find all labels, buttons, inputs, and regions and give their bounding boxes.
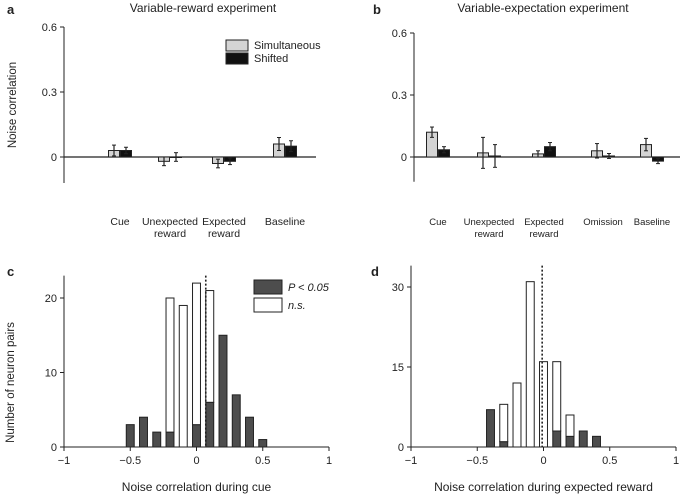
panel-c-bar-significant [258, 439, 268, 448]
legend-swatch-shifted [225, 52, 249, 65]
panel-d-bar-ns [552, 361, 562, 432]
panel-a-category-label: Expected [202, 216, 246, 228]
legend-swatch-ns [253, 297, 283, 313]
panel-a-category-label: Baseline [265, 216, 305, 228]
panel-letter-d: d [371, 264, 379, 279]
panel-d-bar-significant [565, 435, 575, 448]
panel-a-category-label: Cue [110, 216, 129, 228]
panel-d-bar-significant [592, 435, 601, 448]
panel-c-x-tick-label: 0 [193, 455, 199, 467]
panel-d-x-tick-label: −1 [405, 455, 418, 467]
panel-d-y-tick-label: 30 [392, 282, 404, 294]
legend-swatch-simultaneous [225, 39, 249, 52]
panel-d-x-tick-label: 0.5 [602, 455, 617, 467]
panel-b-y-tick-label: 0.6 [392, 28, 407, 40]
panel-c-y-label: Number of neuron pairs [5, 322, 17, 443]
panel-a-title: Variable-reward experiment [130, 1, 277, 15]
panel-a-y-tick-label: 0.3 [42, 87, 57, 99]
legend-label-significant: P < 0.05 [288, 282, 330, 294]
panel-b-category-label: Baseline [634, 217, 670, 228]
panel-d-y-tick-label: 15 [392, 362, 404, 374]
panel-d-bar-ns [512, 382, 522, 448]
panel-a-category-label: reward [154, 228, 186, 240]
panel-c-x-tick-label: 1 [326, 455, 332, 467]
panel-d-bar-ns [565, 414, 575, 437]
panel-d-bar-significant [499, 441, 509, 448]
panel-c-x-label: Noise correlation during cue [122, 480, 272, 494]
panel-c-bar-significant [205, 401, 215, 448]
panel-c-bar-significant [125, 424, 135, 448]
panel-c-y-tick-label: 20 [45, 293, 57, 305]
panel-c-bar-ns [205, 290, 215, 403]
panel-c-bar-significant [218, 334, 228, 448]
panel-c-x-tick-label: −0.5 [119, 455, 141, 467]
legend-label-shifted: Shifted [254, 53, 288, 65]
panel-c-bar-ns [192, 282, 201, 426]
panel-a-category-label: Unexpected [142, 216, 198, 228]
panel-d-bar-significant [552, 430, 562, 448]
legend-label-ns: n.s. [288, 300, 306, 312]
panel-d-bar-significant [486, 409, 495, 448]
panel-a-y-tick-label: 0 [51, 152, 57, 164]
panel-b-category-label: reward [529, 229, 558, 240]
panel-a-category-label: reward [208, 228, 240, 240]
panel-c-bar-significant [139, 416, 148, 448]
panel-d-x-tick-label: 0 [540, 455, 546, 467]
panel-c-y-tick-label: 10 [45, 368, 57, 380]
panel-c-bar-ns [178, 304, 188, 448]
panel-c-bar-ns [165, 297, 175, 433]
panel-c-bar-significant [165, 431, 175, 448]
legend-swatch-significant [253, 279, 283, 295]
panel-b-category-label: Unexpected [464, 217, 515, 228]
panel-c-bar-significant [152, 431, 162, 448]
panel-d-bar-ns [525, 281, 535, 448]
panel-b-category-label: Expected [524, 217, 564, 228]
panel-c-bar-significant [231, 394, 241, 448]
panel-letter-a: a [7, 2, 15, 17]
panel-d-x-tick-label: −0.5 [466, 455, 488, 467]
panel-b-category-label: reward [474, 229, 503, 240]
panel-letter-c: c [7, 264, 14, 279]
panel-b-title: Variable-expectation experiment [457, 1, 629, 15]
panel-d-bar-ns [539, 361, 548, 448]
panel-b-category-label: Cue [429, 217, 446, 228]
panel-d-x-tick-label: 1 [673, 455, 679, 467]
panel-c-bar-significant [192, 424, 201, 448]
panel-c-x-tick-label: −1 [58, 455, 71, 467]
panel-c-y-tick-label: 0 [51, 442, 57, 454]
panel-d-x-label: Noise correlation during expected reward [434, 480, 653, 494]
panel-a-y-tick-label: 0.6 [42, 22, 57, 34]
panel-a-y-label: Noise correlation [7, 62, 19, 148]
panel-b-category-label: Omission [583, 217, 623, 228]
legend-label-simultaneous: Simultaneous [254, 40, 321, 52]
panel-b-y-tick-label: 0.3 [392, 90, 407, 102]
panel-letter-b: b [373, 2, 381, 17]
panel-d-bar-ns [499, 403, 509, 443]
panel-b-y-tick-label: 0 [401, 152, 407, 164]
panel-d-y-tick-label: 0 [398, 442, 404, 454]
panel-c-bar-significant [245, 416, 254, 448]
panel-c-x-tick-label: 0.5 [255, 455, 270, 467]
panel-d-bar-significant [578, 430, 588, 448]
